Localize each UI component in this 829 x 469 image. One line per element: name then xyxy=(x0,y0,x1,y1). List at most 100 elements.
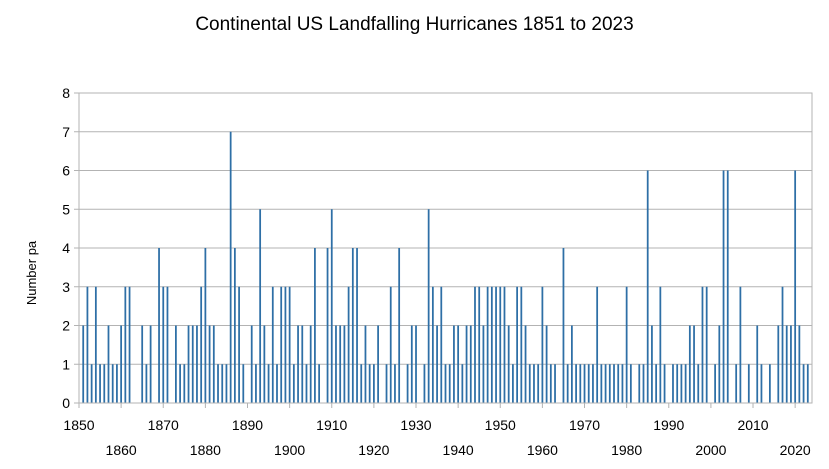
bar xyxy=(162,286,165,403)
bar xyxy=(688,325,691,403)
bar xyxy=(292,364,295,403)
bar xyxy=(794,170,797,403)
bar xyxy=(638,364,641,403)
x-tick-label: 1930 xyxy=(400,417,431,433)
bar xyxy=(385,364,388,403)
bar xyxy=(314,248,316,403)
bar xyxy=(183,364,186,403)
x-tick-label: 1870 xyxy=(148,417,179,433)
bar xyxy=(705,286,708,403)
bar xyxy=(280,286,283,403)
x-tick-label: 1890 xyxy=(232,417,263,433)
bar xyxy=(621,364,624,403)
bar xyxy=(225,364,228,403)
bar xyxy=(368,364,371,403)
y-tick-label: 2 xyxy=(62,318,70,334)
bar xyxy=(798,325,801,403)
bar xyxy=(398,248,401,403)
y-tick-label: 8 xyxy=(62,85,70,101)
bar xyxy=(276,364,278,403)
bar xyxy=(604,364,607,403)
bar xyxy=(373,364,375,403)
bar xyxy=(90,364,93,403)
bar xyxy=(672,364,674,403)
bar xyxy=(377,325,379,403)
bar xyxy=(448,364,451,403)
bar xyxy=(124,286,127,403)
bar xyxy=(107,325,110,403)
bar xyxy=(570,325,573,403)
bar xyxy=(453,325,455,403)
bar xyxy=(562,248,565,403)
bar xyxy=(330,209,333,403)
bar xyxy=(175,325,177,403)
bar xyxy=(360,364,363,403)
bar xyxy=(490,286,493,403)
bar xyxy=(242,364,245,403)
bar xyxy=(714,364,716,403)
bar xyxy=(646,170,649,403)
bar xyxy=(579,364,582,403)
bar xyxy=(309,325,312,403)
x-tick-label: 2010 xyxy=(737,417,768,433)
bar xyxy=(549,364,552,403)
bar xyxy=(196,325,198,403)
bar xyxy=(503,286,506,403)
x-tick-label: 1920 xyxy=(358,442,389,458)
bar xyxy=(756,325,759,403)
bar xyxy=(663,364,666,403)
bar xyxy=(541,286,544,403)
bar xyxy=(537,364,540,403)
y-tick-label: 0 xyxy=(62,395,70,411)
bar xyxy=(166,286,169,403)
bar xyxy=(482,325,485,403)
bar xyxy=(326,248,329,403)
bar xyxy=(659,286,662,403)
bar xyxy=(267,364,270,403)
bar xyxy=(802,364,805,403)
y-tick-label: 6 xyxy=(62,163,70,179)
bar xyxy=(608,364,611,403)
bar xyxy=(613,364,615,403)
axes xyxy=(74,92,813,408)
bar xyxy=(389,286,392,403)
bar-series xyxy=(82,131,809,403)
bar xyxy=(208,325,211,403)
bar xyxy=(158,248,160,403)
bar xyxy=(806,364,809,403)
bar xyxy=(217,364,219,403)
bar xyxy=(221,364,224,403)
bar xyxy=(457,325,460,403)
bar xyxy=(554,364,556,403)
y-axis-label: Number pa xyxy=(24,240,39,305)
bar xyxy=(263,325,266,403)
bar xyxy=(145,364,148,403)
y-tick-label: 7 xyxy=(62,124,70,140)
bar xyxy=(233,248,236,403)
bar xyxy=(343,325,346,403)
bar xyxy=(410,325,413,403)
bar xyxy=(777,325,780,403)
bar xyxy=(528,364,531,403)
y-tick-label: 5 xyxy=(62,201,70,217)
bar xyxy=(583,364,586,403)
bar xyxy=(415,325,417,403)
bar xyxy=(785,325,788,403)
bar xyxy=(592,364,594,403)
bar xyxy=(726,170,729,403)
bar xyxy=(191,325,194,403)
bar xyxy=(444,364,447,403)
bar xyxy=(524,325,527,403)
bar xyxy=(684,364,687,403)
bar xyxy=(512,364,514,403)
bar xyxy=(288,286,291,403)
bar xyxy=(212,325,215,403)
bar xyxy=(533,364,535,403)
bar xyxy=(364,325,367,403)
bar xyxy=(617,364,620,403)
bar xyxy=(722,170,725,403)
bar xyxy=(356,248,358,403)
bar xyxy=(351,248,354,403)
x-tick-label: 1950 xyxy=(485,417,516,433)
bar xyxy=(655,364,658,403)
